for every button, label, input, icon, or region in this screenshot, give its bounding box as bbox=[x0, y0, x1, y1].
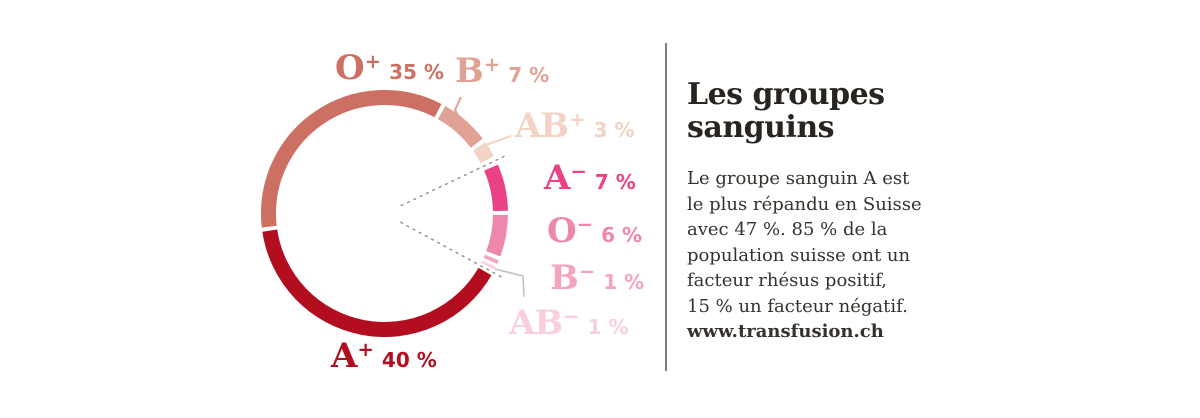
rhesus-sign: + bbox=[483, 52, 501, 77]
rhesus-sign: − bbox=[576, 212, 594, 237]
segment-arc-b-positive bbox=[437, 106, 483, 148]
rhesus-sign: + bbox=[364, 49, 382, 74]
label-o-positive: O+ 35 % bbox=[335, 51, 444, 85]
percentage-text: 3 % bbox=[593, 118, 635, 142]
panel-text-line: avec 47 %. 85 % de la bbox=[687, 219, 888, 240]
panel-text-line: population suisse ont un bbox=[687, 244, 911, 266]
segment-arc-ab-positive bbox=[472, 142, 494, 164]
rhesus-divider-dashed-line bbox=[399, 221, 504, 279]
b-positive-connector-line bbox=[453, 96, 462, 121]
rhesus-divider-dashed-line bbox=[400, 154, 507, 207]
percentage-text: 1 % bbox=[587, 315, 629, 339]
label-a-positive: A+ 40 % bbox=[331, 339, 437, 373]
label-ab-negative: AB− 1 % bbox=[509, 306, 629, 340]
label-b-positive: B+ 7 % bbox=[455, 54, 549, 88]
blood-group-text: O bbox=[335, 48, 365, 88]
segment-arc-ab-negative bbox=[481, 260, 496, 270]
blood-group-text: B bbox=[550, 258, 579, 298]
panel-divider bbox=[665, 43, 667, 371]
segment-arc-a-positive bbox=[262, 229, 492, 337]
rhesus-sign: + bbox=[569, 107, 586, 132]
transfusion-link: www.transfusion.ch bbox=[687, 321, 884, 342]
label-b-negative: B− 1 % bbox=[550, 261, 644, 295]
blood-group-text: A bbox=[331, 336, 357, 376]
segment-arc-b-negative bbox=[483, 254, 499, 264]
rhesus-sign: − bbox=[578, 259, 596, 284]
percentage-text: 40 % bbox=[381, 348, 437, 372]
segment-arc-o-negative bbox=[486, 214, 508, 257]
blood-group-text: B bbox=[455, 51, 484, 91]
percentage-text: 6 % bbox=[601, 223, 643, 247]
label-o-negative: O− 6 % bbox=[547, 214, 642, 248]
panel-text-line: le plus répandu en Suisse bbox=[687, 193, 922, 215]
blood-group-text: AB bbox=[515, 106, 569, 146]
panel-title-line2: sanguins bbox=[687, 110, 835, 145]
ab-positive-connector-line bbox=[479, 135, 512, 148]
rhesus-sign: − bbox=[563, 304, 580, 329]
blood-group-text: A bbox=[544, 158, 570, 198]
percentage-text: 35 % bbox=[389, 60, 444, 84]
b-negative-connector-line bbox=[494, 268, 525, 298]
panel-body: Le groupe sanguin A est le plus répandu … bbox=[687, 166, 922, 345]
blood-group-text: O bbox=[547, 211, 577, 251]
segment-arc-o-positive bbox=[261, 90, 442, 228]
percentage-text: 7 % bbox=[508, 63, 550, 87]
panel-text-line: 15 % un facteur négatif. bbox=[687, 295, 908, 317]
rhesus-sign: − bbox=[570, 159, 587, 184]
label-a-negative: A− 7 % bbox=[544, 161, 636, 195]
panel-title: Les groupes sanguins bbox=[687, 78, 885, 144]
rhesus-sign: + bbox=[357, 337, 374, 362]
panel-text-line: facteur rhésus positif, bbox=[687, 270, 888, 291]
blood-group-text: AB bbox=[509, 303, 563, 343]
segment-arc-a-negative bbox=[484, 164, 508, 212]
label-ab-positive: AB+ 3 % bbox=[515, 109, 635, 143]
panel-text-line: Le groupe sanguin A est bbox=[687, 168, 910, 189]
percentage-text: 1 % bbox=[603, 270, 645, 294]
panel-title-line1: Les groupes bbox=[687, 77, 885, 112]
percentage-text: 7 % bbox=[594, 170, 636, 194]
